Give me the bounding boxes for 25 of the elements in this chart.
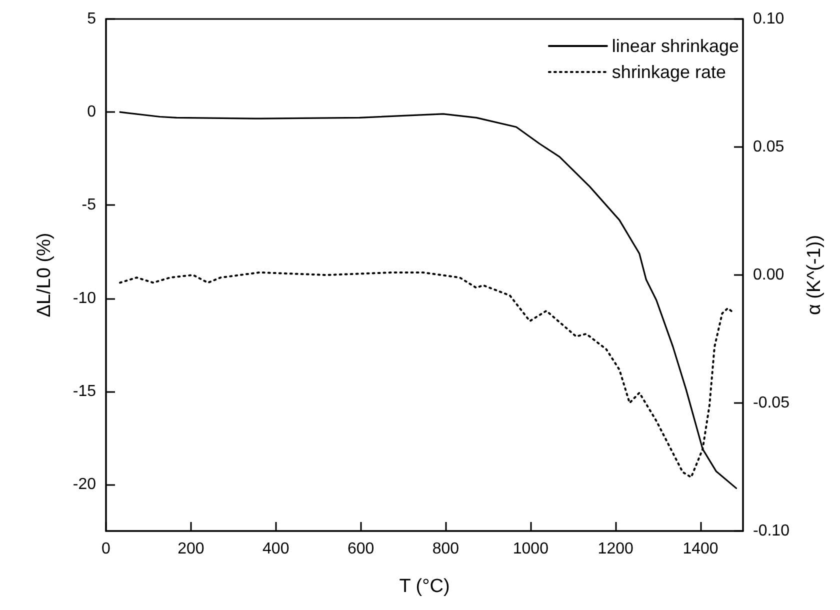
y2-tick-label: -0.05 — [753, 394, 790, 412]
x-tick-label: 1400 — [682, 540, 718, 558]
x-tick-label: 800 — [432, 540, 460, 558]
legend-label: linear shrinkage — [612, 36, 740, 56]
y-tick-label: 5 — [87, 10, 96, 28]
y-axis-title: ΔL/L0 (%) — [34, 232, 55, 318]
line-series — [119, 111, 738, 489]
y-tick-label: -15 — [72, 382, 96, 400]
legend-label: shrinkage rate — [612, 62, 726, 82]
x-tick-label: 200 — [178, 540, 204, 558]
y2-tick-label: 0.00 — [753, 266, 784, 284]
x-tick-label: 1200 — [598, 540, 634, 558]
x-tick-label: 600 — [347, 540, 374, 558]
y2-tick-label: -0.10 — [753, 522, 790, 540]
y-tick-label: -20 — [72, 476, 96, 493]
y2-axis-title: α (K^(-1)) — [804, 234, 825, 316]
y-tick-label: 0 — [87, 104, 96, 121]
y2-tick-label: 0.05 — [753, 138, 784, 156]
x-axis-title: T (°C) — [399, 576, 450, 597]
y2-tick-label: 0.10 — [753, 10, 784, 28]
y-tick-label: -10 — [72, 290, 96, 307]
x-tick-label: 0 — [102, 540, 111, 558]
x-tick-label: 400 — [262, 540, 290, 558]
y-tick-label: -5 — [82, 196, 96, 214]
x-tick-label: 1000 — [512, 540, 549, 558]
